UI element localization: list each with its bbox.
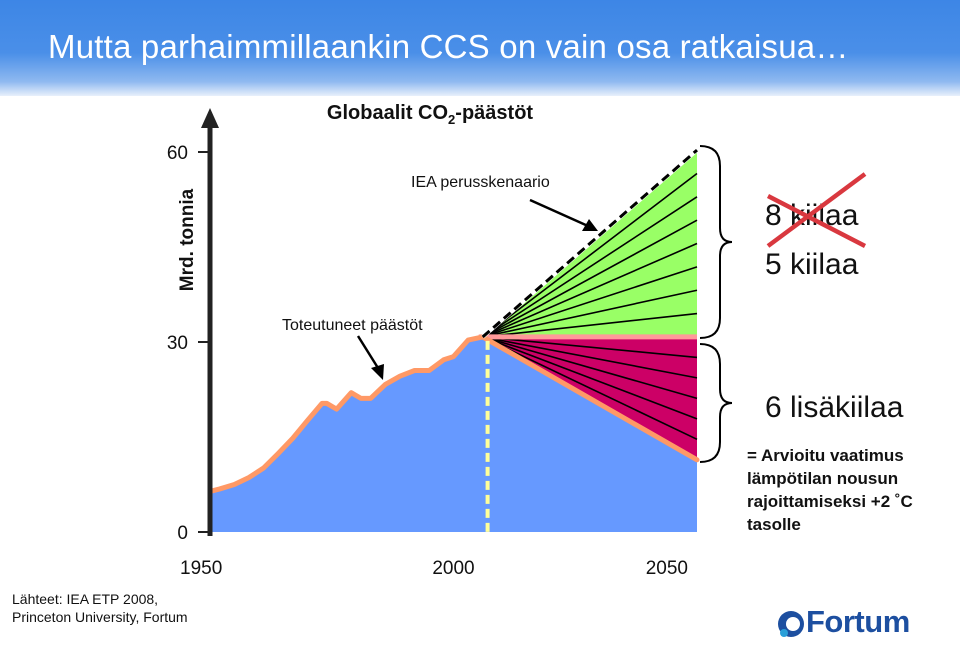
sources-line-2: Princeton University, Fortum [12,609,188,625]
lower-wedge-line [482,336,698,400]
y-tick-label: 30 [167,333,188,354]
upper-wedge-line [482,312,698,338]
target-note: = Arvioitu vaatimus lämpötilan nousun ra… [747,444,957,536]
lower-wedge-line [482,336,698,379]
historical-pointer-line [356,335,380,369]
y-axis-label: Mrd. tonnia [177,188,198,291]
fortum-logo-text: Fortum [806,604,910,639]
baseline-line [481,148,698,339]
baseline-pointer-line [529,198,589,228]
historical-emissions-line [207,334,486,494]
strike-line-2 [766,172,867,248]
target-note-line-2: lämpötilan nousun [747,469,899,488]
upper-wedge-line [482,172,698,338]
x-tick-label: 1950 [180,558,222,579]
historical-annotation: Toteutuneet päästöt [282,317,423,334]
upper-wedge-line [482,219,698,338]
upper-wedges-brace [699,145,733,339]
slide-title: Mutta parhaimmillaankin CCS on vain osa … [48,28,849,65]
baseline-pointer-head [582,219,598,231]
chart-decorations [356,145,867,463]
target-note-line-3: rajoittamiseksi +2 ˚C [747,492,913,511]
lower-wedge-line [482,336,698,441]
title-band [0,0,960,96]
target-note-line-1: = Arvioitu vaatimus [747,446,904,465]
strike-line-1 [766,194,867,248]
historical-pointer-head [371,364,384,380]
plot-area [207,148,700,532]
lower-wedge-line [482,336,698,420]
fortum-logo: Fortum [776,604,936,642]
chart-title: Globaalit CO2-päästöt [327,102,533,127]
wedges-upper-label: 5 kiilaa [765,248,859,281]
fortum-logo-icon [778,611,804,637]
lower-wedge-line [482,336,698,359]
x-tick-label: 2050 [646,558,688,579]
upper-wedge-line [482,266,698,338]
target-line [480,334,700,463]
upper-wedges-area [482,150,697,337]
y-axis-arrow [201,108,219,128]
y-tick-label: 0 [177,523,188,544]
upper-wedge-line [482,289,698,338]
upper-wedge-line [482,196,698,338]
emissions-area [210,336,697,532]
wedges-lower-label: 6 lisäkiilaa [765,391,904,424]
upper-wedge-line [482,242,698,338]
axes: 0 30 60 1950 2000 2050 [167,108,688,579]
baseline-annotation: IEA perusskenaario [411,174,550,191]
lower-wedges-brace [699,343,733,463]
sources-note: Lähteet: IEA ETP 2008, Princeton Univers… [12,590,188,626]
x-tick-label: 2000 [432,558,474,579]
y-tick-label: 60 [167,143,188,164]
chart-title-subscript: 2 [448,112,455,127]
sources-line-1: Lähteet: IEA ETP 2008, [12,591,159,607]
target-note-line-4: tasolle [747,515,801,534]
